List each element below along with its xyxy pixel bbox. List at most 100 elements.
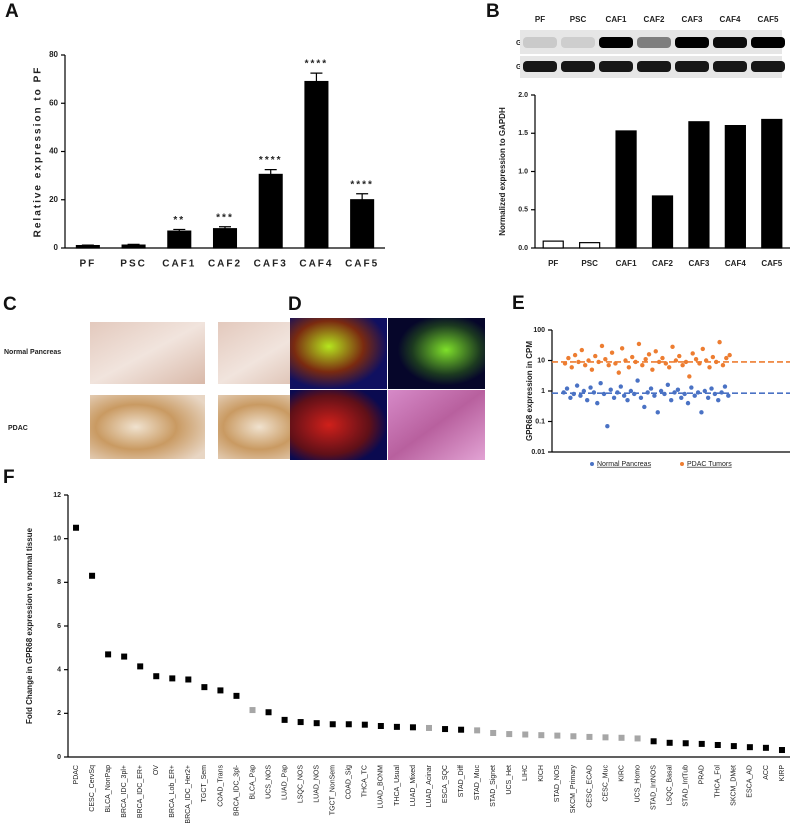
lane-label: CAF3 — [682, 15, 703, 24]
blot-band — [599, 61, 633, 72]
point — [690, 351, 695, 356]
legend-marker — [590, 462, 594, 466]
blot-band — [637, 61, 671, 72]
fluorescence-images — [290, 318, 485, 460]
x-tick-label: STAD_Signet — [490, 765, 497, 807]
significance: *** — [216, 212, 234, 223]
x-tick-label: CAF2 — [652, 259, 673, 268]
point — [636, 341, 642, 347]
x-tick-label: PRAD — [699, 765, 706, 784]
dot — [554, 732, 561, 739]
significance: **** — [305, 59, 329, 70]
dot — [393, 723, 400, 730]
y-axis-label: GPR68 expression in CPM — [525, 341, 534, 441]
point — [722, 384, 728, 389]
x-tick-label: THCA_Usual — [394, 765, 401, 806]
bar — [304, 80, 329, 249]
dot — [281, 716, 288, 723]
point — [717, 339, 722, 345]
point — [670, 344, 675, 350]
bar — [350, 199, 375, 249]
x-tick-label: LUAD_Mixed — [410, 765, 417, 806]
point — [680, 363, 685, 368]
point — [579, 347, 585, 353]
point — [578, 393, 583, 398]
blot-band — [751, 37, 785, 48]
x-tick-label: CAF1 — [616, 259, 637, 268]
point — [582, 363, 588, 368]
point — [588, 385, 593, 390]
y-tick-label: 2.0 — [518, 92, 528, 99]
y-tick-label: 1.5 — [518, 130, 528, 137]
x-tick-label: CESC_Muc — [602, 765, 609, 802]
dot — [297, 719, 304, 726]
point — [618, 384, 623, 389]
y-tick-label: 0 — [57, 754, 61, 761]
x-tick-label: BLCA_Pap — [249, 765, 256, 800]
y-tick-label: 2 — [57, 710, 61, 717]
x-tick-label: PDAC — [73, 765, 80, 784]
x-tick-label: PF — [79, 259, 96, 270]
y-tick-label: 80 — [49, 50, 58, 59]
y-tick-label: 1 — [541, 388, 545, 395]
x-tick-label: TGCT_NonSem — [330, 765, 337, 815]
dot — [458, 726, 465, 733]
bar — [258, 173, 283, 249]
point — [628, 388, 634, 394]
x-tick-label: CAF5 — [345, 259, 379, 270]
x-tick-label: KIRC — [618, 765, 625, 782]
y-tick-label: 6 — [57, 623, 61, 630]
x-tick-label: STAD_IntNOS — [650, 765, 657, 810]
x-tick-label: BRCA_IDC_Her2+ — [185, 765, 192, 824]
dot — [506, 731, 513, 738]
dot — [730, 743, 737, 750]
dot — [746, 744, 753, 751]
point — [709, 386, 714, 391]
blot-band — [675, 61, 709, 72]
dot — [313, 720, 320, 727]
blot-band — [675, 37, 709, 48]
x-tick-label: KICH — [538, 765, 545, 782]
point — [625, 397, 630, 403]
dot — [570, 733, 577, 740]
x-tick-label: ESCA_AD — [747, 765, 754, 798]
y-tick-label: 4 — [57, 667, 61, 674]
dot — [153, 673, 160, 680]
point — [658, 388, 664, 394]
point — [621, 393, 627, 398]
blot-band — [637, 37, 671, 48]
x-tick-label: THCA_TC — [362, 765, 369, 797]
point — [646, 352, 652, 357]
point — [650, 367, 655, 372]
x-tick-label: STAD_IntTub — [683, 765, 690, 807]
point — [687, 374, 692, 379]
dot — [490, 729, 497, 736]
point — [619, 346, 625, 351]
bar — [761, 118, 783, 249]
y-axis-label: Relative expression to PF — [33, 66, 44, 238]
x-tick-label: CAF1 — [162, 259, 196, 270]
blot-band — [561, 61, 595, 72]
micrograph — [90, 322, 205, 384]
x-tick-label: BRCA_Lob_ER+ — [169, 765, 176, 818]
point — [648, 386, 654, 391]
point — [692, 393, 697, 398]
blot-band — [599, 37, 633, 48]
y-tick-label: 0.1 — [535, 418, 545, 425]
bar — [167, 230, 192, 249]
x-tick-label: OV — [153, 765, 160, 775]
error-bar — [219, 226, 231, 229]
x-tick-label: LUAD_Pap — [281, 765, 288, 800]
dot — [361, 721, 368, 728]
panel-letter: E — [512, 293, 525, 314]
y-tick-label: 10 — [53, 536, 61, 543]
x-tick-label: UCS_Het — [506, 765, 513, 795]
point — [640, 363, 645, 368]
x-tick-label: THCA_Fol — [715, 765, 722, 798]
bar — [75, 244, 100, 249]
panel-letter: A — [5, 1, 19, 22]
point — [685, 400, 691, 406]
x-tick-label: BRCA_IDC_3pl- — [233, 764, 240, 816]
dot — [762, 744, 769, 751]
